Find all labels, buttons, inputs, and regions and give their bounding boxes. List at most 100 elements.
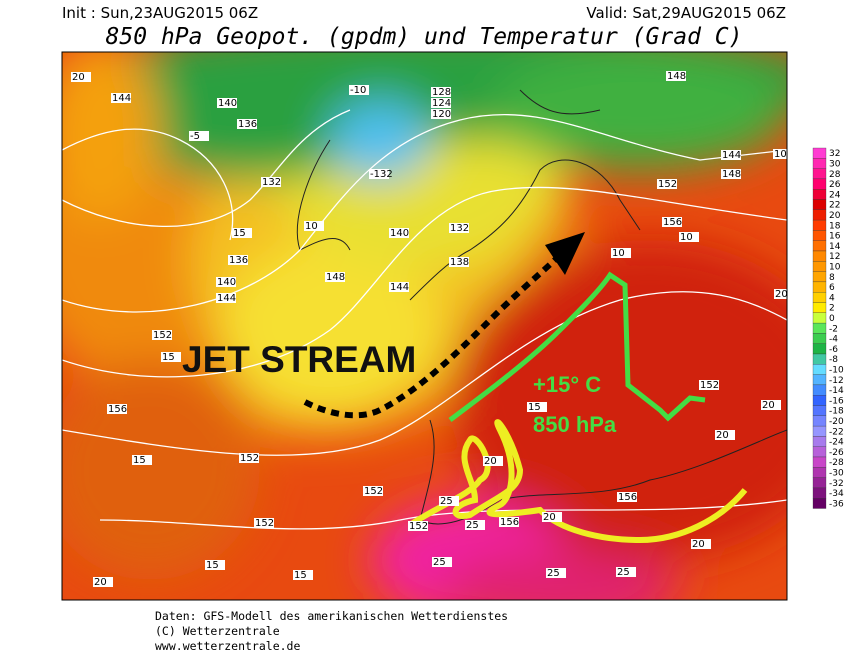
color-scale-label: -4 xyxy=(829,335,838,345)
contour-label: 148 xyxy=(326,272,345,283)
color-scale-label: 20 xyxy=(829,211,841,221)
color-scale-label: -20 xyxy=(829,417,844,427)
footer-url: www.wetterzentrale.de xyxy=(155,639,300,653)
contour-label: 132 xyxy=(450,223,469,234)
level-label: 850 hPa xyxy=(533,412,617,437)
map-frame xyxy=(61,51,788,601)
contour-label-bg xyxy=(617,492,637,502)
contour-label: 10 xyxy=(612,248,625,259)
contour-label: 20 xyxy=(484,456,497,467)
color-swatch xyxy=(812,333,827,344)
valid-time: Valid: Sat,29AUG2015 06Z xyxy=(586,4,786,22)
color-swatch xyxy=(812,250,827,262)
isotherm-20-line xyxy=(408,419,748,544)
contour-label-bg xyxy=(325,272,345,282)
contour-label: 20 xyxy=(72,72,85,83)
color-swatch xyxy=(812,364,827,375)
footer-source: Daten: GFS-Modell des amerikanischen Wet… xyxy=(155,609,508,623)
contour-label: 120 xyxy=(432,109,451,120)
color-scale-label: 4 xyxy=(829,293,835,303)
contour-label: 138 xyxy=(450,257,469,268)
color-scale-label: -34 xyxy=(829,489,844,499)
contour-label-bg xyxy=(363,486,383,496)
contour-label-bg xyxy=(189,131,209,141)
color-swatch xyxy=(812,374,827,386)
contour-label-bg xyxy=(304,221,324,231)
color-swatch xyxy=(812,281,827,293)
contour-label: 136 xyxy=(238,119,257,130)
contour-label: 25 xyxy=(440,496,453,507)
color-scale-label: 22 xyxy=(829,201,840,211)
contour-label-bg xyxy=(465,520,485,530)
contour-label-bg xyxy=(679,232,699,242)
contour-label-bg xyxy=(499,517,519,527)
color-scale-label: 14 xyxy=(829,242,841,252)
color-swatch xyxy=(812,199,827,210)
color-swatch xyxy=(812,425,827,437)
contour-label-bg xyxy=(93,577,113,587)
color-scale-label: 30 xyxy=(829,159,841,169)
contour-label: -5 xyxy=(190,131,200,142)
contour-label: 156 xyxy=(108,404,127,415)
color-swatch xyxy=(812,446,827,458)
color-swatch xyxy=(812,271,827,283)
color-scale-label: 26 xyxy=(829,180,841,190)
color-swatch xyxy=(812,189,827,200)
color-swatch xyxy=(812,230,827,241)
jet-stream-label: JET STREAM xyxy=(182,339,416,380)
contour-label: 152 xyxy=(255,518,274,529)
contour-label-bg xyxy=(691,539,711,549)
contour-label: 156 xyxy=(500,517,519,528)
contour-label-bg xyxy=(389,228,409,238)
contour-label-bg xyxy=(205,560,225,570)
contour-label-bg xyxy=(111,93,131,103)
color-swatch xyxy=(812,353,827,365)
contour-label-bg xyxy=(449,257,469,267)
color-scale-label: -8 xyxy=(829,355,838,365)
contour-label-bg xyxy=(254,518,274,528)
contour-label-bg xyxy=(239,453,259,463)
color-swatch xyxy=(812,477,827,489)
contour-label: -132 xyxy=(370,169,393,180)
color-swatch xyxy=(812,261,827,272)
contour-label: 10 xyxy=(774,149,787,160)
contour-label-bg xyxy=(217,98,237,108)
contour-label-bg xyxy=(774,289,787,299)
contour-label-bg xyxy=(721,169,741,179)
color-scale-label: 8 xyxy=(829,273,835,283)
color-swatch xyxy=(812,343,827,355)
color-swatch xyxy=(812,209,827,221)
contour-label: 156 xyxy=(663,217,682,228)
color-swatch xyxy=(812,322,827,334)
contour-label-bg xyxy=(232,228,252,238)
init-time: Init : Sun,23AUG2015 06Z xyxy=(62,4,258,22)
color-scale-label: 12 xyxy=(829,252,840,262)
color-scale-label: 16 xyxy=(829,232,841,242)
color-scale-label: -30 xyxy=(829,468,844,478)
contour-label: 20 xyxy=(692,539,705,550)
color-swatch xyxy=(812,436,827,447)
contour-label: 128 xyxy=(432,87,451,98)
color-scale-label: 2 xyxy=(829,304,835,314)
contour-label: 152 xyxy=(240,453,259,464)
contour-label-bg xyxy=(666,71,686,81)
contour-label-bg xyxy=(483,456,503,466)
color-scale-label: -2 xyxy=(829,324,838,334)
color-swatch xyxy=(812,158,827,169)
contour-label: 152 xyxy=(409,521,428,532)
contour-label-bg xyxy=(657,179,677,189)
color-swatch xyxy=(812,292,827,303)
contour-label-bg xyxy=(216,293,236,303)
color-scale-label: 10 xyxy=(829,262,841,272)
contour-label: 140 xyxy=(218,98,237,109)
contour-label: 20 xyxy=(775,289,788,300)
contour-label: 144 xyxy=(722,150,741,161)
geopotential-contours xyxy=(62,109,787,530)
color-scale-label: 18 xyxy=(829,221,841,231)
contour-label-bg xyxy=(432,557,452,567)
contour-label-bg xyxy=(107,404,127,414)
contour-label-bg xyxy=(715,430,735,440)
contour-label: 148 xyxy=(667,71,686,82)
